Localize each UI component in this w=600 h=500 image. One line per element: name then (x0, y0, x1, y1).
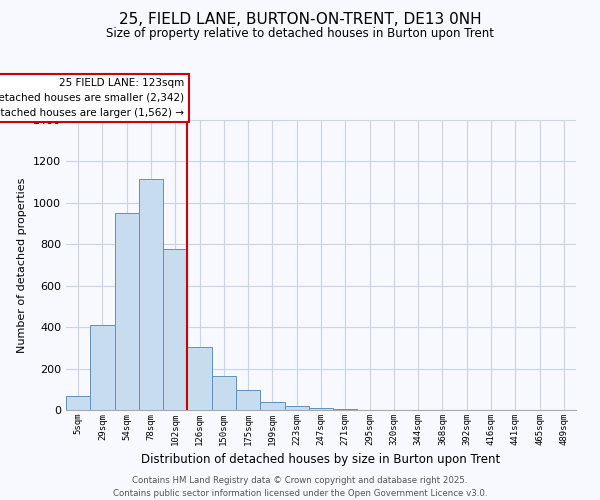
Text: 25 FIELD LANE: 123sqm
← 59% of detached houses are smaller (2,342)
40% of semi-d: 25 FIELD LANE: 123sqm ← 59% of detached … (0, 78, 184, 118)
X-axis label: Distribution of detached houses by size in Burton upon Trent: Distribution of detached houses by size … (142, 454, 500, 466)
Bar (115, 213, 139, 410)
Text: Contains HM Land Registry data © Crown copyright and database right 2025.
Contai: Contains HM Land Registry data © Crown c… (113, 476, 487, 498)
Bar (187, 347, 212, 410)
Bar (333, 409, 358, 410)
Bar (139, 179, 163, 410)
Text: Size of property relative to detached houses in Burton upon Trent: Size of property relative to detached ho… (106, 28, 494, 40)
Y-axis label: Number of detached properties: Number of detached properties (17, 178, 28, 352)
Bar (66, 396, 90, 410)
Bar (260, 402, 284, 410)
Bar (236, 390, 260, 410)
Bar (284, 406, 309, 410)
Bar (163, 250, 187, 410)
Text: 25, FIELD LANE, BURTON-ON-TRENT, DE13 0NH: 25, FIELD LANE, BURTON-ON-TRENT, DE13 0N… (119, 12, 481, 28)
Bar (90, 325, 115, 410)
Bar (309, 408, 333, 410)
Bar (212, 376, 236, 410)
